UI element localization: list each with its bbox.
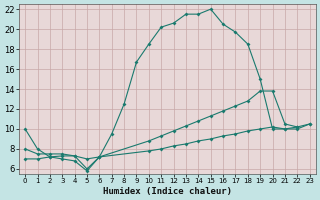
X-axis label: Humidex (Indice chaleur): Humidex (Indice chaleur) bbox=[103, 187, 232, 196]
